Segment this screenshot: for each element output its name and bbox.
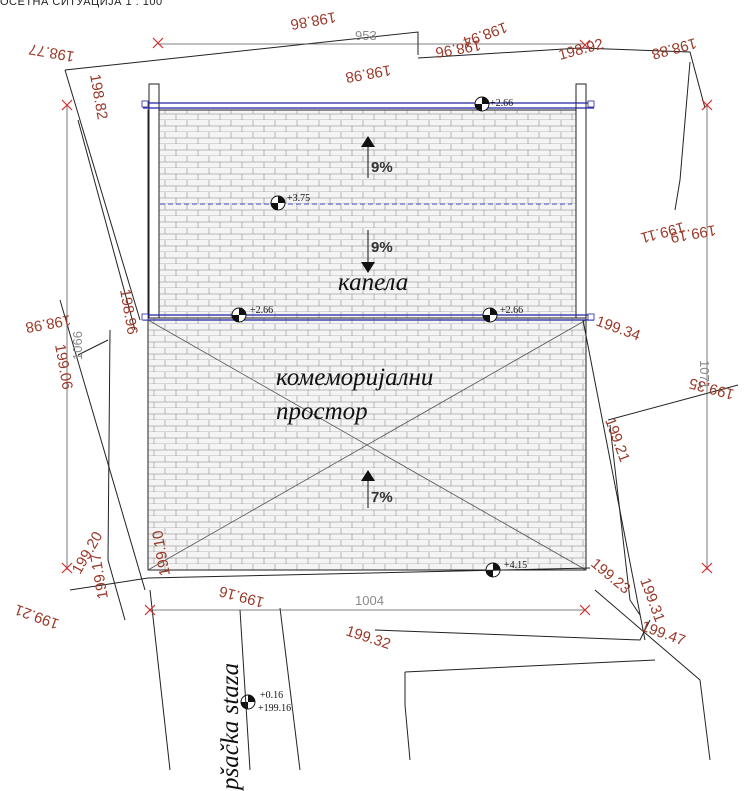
survey-points bbox=[61, 37, 713, 616]
elevation-label: 198.96 bbox=[116, 288, 141, 336]
right-column bbox=[575, 83, 587, 319]
elevation-label: 198.86 bbox=[289, 8, 337, 33]
elevation-label: 198.82 bbox=[86, 73, 111, 121]
level-top: +2.66 bbox=[490, 98, 513, 109]
level-marker bbox=[270, 195, 286, 211]
dimension-right: 1071 bbox=[697, 360, 712, 389]
walkway-label: pšačka staza bbox=[217, 663, 244, 791]
elevation-label: 199.23 bbox=[587, 555, 633, 598]
level-mid: +3.75 bbox=[287, 193, 310, 204]
gutter-end bbox=[587, 100, 595, 108]
dimension-bottom: 1004 bbox=[355, 593, 384, 608]
level-right-gutter: +2.66 bbox=[500, 305, 523, 316]
dimension-top: 953 bbox=[355, 28, 377, 43]
left-column bbox=[148, 83, 160, 319]
room-chapel-label: капела bbox=[338, 269, 408, 296]
elevation-label: 198.98 bbox=[24, 311, 72, 336]
slope-arrow-down bbox=[361, 230, 375, 273]
room-commemorative-label-2: простор bbox=[276, 398, 368, 425]
slope-arrow-up bbox=[361, 136, 375, 178]
slope-lower: 7% bbox=[371, 489, 393, 506]
gutter-end bbox=[141, 313, 149, 321]
hip-line bbox=[147, 319, 587, 571]
level-marker bbox=[231, 307, 247, 323]
gutter-end bbox=[141, 100, 149, 108]
elevation-label: 199.32 bbox=[344, 623, 393, 653]
dimension-lines bbox=[66, 43, 708, 611]
elevation-label: 198.92 bbox=[557, 36, 606, 64]
room-commemorative-label-1: комеморијални bbox=[276, 364, 433, 391]
level-walkway-abs: +199.16 bbox=[258, 703, 291, 714]
elevation-label: 198.88 bbox=[650, 34, 699, 62]
plan-title: ОСЕТНА СИТУАЦИЈА 1 : 100 bbox=[0, 0, 163, 8]
slope-upper-down: 9% bbox=[371, 239, 393, 256]
elevation-label: 199.47 bbox=[639, 618, 688, 650]
level-marker bbox=[474, 96, 490, 112]
level-bottom: +4.15 bbox=[504, 560, 527, 571]
level-walkway-rel: +0.16 bbox=[260, 690, 283, 701]
level-left-gutter: +2.66 bbox=[250, 305, 273, 316]
gutter-end bbox=[587, 313, 595, 321]
elevation-label: 199.21 bbox=[12, 601, 61, 633]
slope-arrow-lower bbox=[361, 470, 375, 508]
elevation-label: 198.96 bbox=[434, 36, 482, 61]
level-marker bbox=[482, 307, 498, 323]
elevation-label: 199.34 bbox=[594, 313, 643, 345]
dimension-left: 1066 bbox=[70, 331, 85, 360]
terrain-lines bbox=[59, 31, 739, 771]
elevation-label: 198.77 bbox=[28, 40, 76, 65]
slope-upper-up: 9% bbox=[371, 159, 393, 176]
elevation-label: 198.98 bbox=[344, 61, 392, 86]
elevation-label: 199.16 bbox=[217, 582, 266, 610]
